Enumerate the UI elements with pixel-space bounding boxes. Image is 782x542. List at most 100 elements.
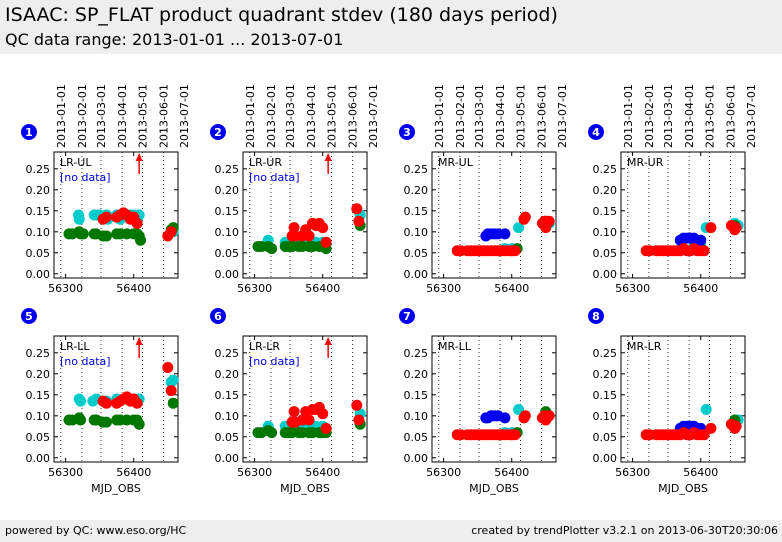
plot-area xyxy=(620,151,746,279)
data-point-red xyxy=(543,410,555,422)
y-tick-label: 0.05 xyxy=(215,247,240,260)
no-data-label: [no data] xyxy=(60,355,111,368)
y-tick-label: 0.25 xyxy=(593,163,618,176)
date-tick-label: 2013-05-01 xyxy=(137,84,150,148)
y-tick-label: 0.10 xyxy=(215,410,240,423)
y-tick-label: 0.05 xyxy=(215,431,240,444)
data-point-red xyxy=(131,397,143,409)
y-tick-label: 0.00 xyxy=(26,268,51,281)
panel-badge-number: 5 xyxy=(25,310,33,323)
quadrant-label: MR-LR xyxy=(627,340,662,353)
y-tick-label: 0.20 xyxy=(593,368,618,381)
y-tick-label: 0.25 xyxy=(215,347,240,360)
data-point-red xyxy=(165,226,177,238)
y-tick-label: 0.10 xyxy=(26,226,51,239)
panel-6: 6 0.00 0.05 0.10 0.15 0.20 0.25 56300 56400 MJD_O… xyxy=(210,308,368,495)
x-axis-label: MJD_OBS xyxy=(91,482,141,495)
x-tick-label: 56400 xyxy=(305,466,340,479)
data-point-red xyxy=(131,217,143,229)
y-tick-label: 0.05 xyxy=(26,247,51,260)
x-tick-label: 56400 xyxy=(116,282,151,295)
date-tick-label: 2013-07-01 xyxy=(178,84,191,148)
data-point-cyan xyxy=(513,222,525,234)
y-tick-label: 0.10 xyxy=(593,410,618,423)
y-tick-label: 0.15 xyxy=(26,205,51,218)
data-point-red xyxy=(100,397,112,409)
data-point-blue xyxy=(499,228,511,240)
y-tick-label: 0.20 xyxy=(215,184,240,197)
data-point-red xyxy=(509,429,521,441)
footer-created: created by trendPlotter v3.2.1 on 2013-0… xyxy=(471,524,778,537)
data-point-red xyxy=(351,399,363,411)
date-tick-label: 2013-02-01 xyxy=(454,84,467,148)
plot-area xyxy=(620,335,746,463)
y-tick-label: 0.05 xyxy=(593,431,618,444)
data-point-red xyxy=(100,211,112,223)
data-point-red xyxy=(730,222,742,234)
quadrant-label: LR-LR xyxy=(249,340,280,353)
data-point-green xyxy=(100,416,112,428)
panel-badge xyxy=(588,308,604,324)
y-tick-label: 0.00 xyxy=(215,452,240,465)
panel-badge xyxy=(210,308,226,324)
quadrant-label: MR-UL xyxy=(438,156,474,169)
panel-2: 2 0.00 0.05 0.10 0.15 0.20 0.25 56300 56400 2013-… xyxy=(210,84,380,295)
y-tick-label: 0.00 xyxy=(215,268,240,281)
no-data-label: [no data] xyxy=(60,171,111,184)
data-point-red xyxy=(320,236,332,248)
x-axis-label: MJD_OBS xyxy=(658,482,708,495)
panel-3: 3 0.00 0.05 0.10 0.15 0.20 0.25 56300 56400 2013-… xyxy=(399,84,569,295)
panel-badge-number: 4 xyxy=(592,126,600,139)
data-point-blue xyxy=(499,412,511,424)
data-point-green xyxy=(135,234,147,246)
data-point-red xyxy=(317,222,329,234)
data-point-red xyxy=(288,406,300,418)
date-tick-label: 2013-07-01 xyxy=(745,84,758,148)
date-tick-label: 2013-05-01 xyxy=(326,84,339,148)
x-tick-label: 56300 xyxy=(615,466,650,479)
quadrant-label: LR-UL xyxy=(60,156,92,169)
panel-badge xyxy=(399,124,415,140)
data-point-cyan xyxy=(75,395,87,407)
date-tick-label: 2013-01-01 xyxy=(622,84,635,148)
no-data-label: [no data] xyxy=(249,171,300,184)
event-arrow-head xyxy=(135,153,143,161)
data-point-red xyxy=(705,422,717,434)
quadrant-label: LR-UR xyxy=(249,156,282,169)
plot-area xyxy=(242,335,368,463)
y-tick-label: 0.10 xyxy=(404,410,429,423)
date-tick-label: 2013-01-01 xyxy=(55,84,68,148)
date-tick-label: 2013-07-01 xyxy=(556,84,569,148)
y-tick-label: 0.15 xyxy=(593,389,618,402)
event-arrow-head xyxy=(135,337,143,345)
y-tick-label: 0.20 xyxy=(26,184,51,197)
quadrant-label: LR-LL xyxy=(60,340,90,353)
date-tick-label: 2013-01-01 xyxy=(244,84,257,148)
data-point-red xyxy=(320,422,332,434)
x-tick-label: 56400 xyxy=(683,466,718,479)
panel-badge xyxy=(399,308,415,324)
panel-badge xyxy=(21,124,37,140)
data-point-red xyxy=(165,385,177,397)
panel-8: 8 0.00 0.05 0.10 0.15 0.20 0.25 56300 56400 MJD_O… xyxy=(588,308,746,495)
panel-badge xyxy=(588,124,604,140)
panel-badge-number: 3 xyxy=(403,126,411,139)
panel-badge-number: 2 xyxy=(214,126,222,139)
date-tick-label: 2013-01-01 xyxy=(433,84,446,148)
data-point-red xyxy=(288,222,300,234)
y-tick-label: 0.20 xyxy=(26,368,51,381)
x-tick-label: 56300 xyxy=(615,282,650,295)
date-tick-label: 2013-03-01 xyxy=(284,84,297,148)
y-tick-label: 0.20 xyxy=(215,368,240,381)
panel-7: 7 0.00 0.05 0.10 0.15 0.20 0.25 56300 56400 MJD_O… xyxy=(399,308,557,495)
y-tick-label: 0.15 xyxy=(404,389,429,402)
data-point-red xyxy=(543,215,555,227)
trend-plots: 1 0.00 0.05 0.10 0.15 0.20 0.25 56300 56400 2013-… xyxy=(21,84,758,495)
x-tick-label: 56300 xyxy=(237,466,272,479)
date-tick-label: 2013-06-01 xyxy=(536,84,549,148)
x-tick-label: 56400 xyxy=(683,282,718,295)
date-tick-label: 2013-03-01 xyxy=(473,84,486,148)
plot-area xyxy=(242,151,368,279)
y-tick-label: 0.05 xyxy=(404,247,429,260)
x-tick-label: 56400 xyxy=(494,466,529,479)
